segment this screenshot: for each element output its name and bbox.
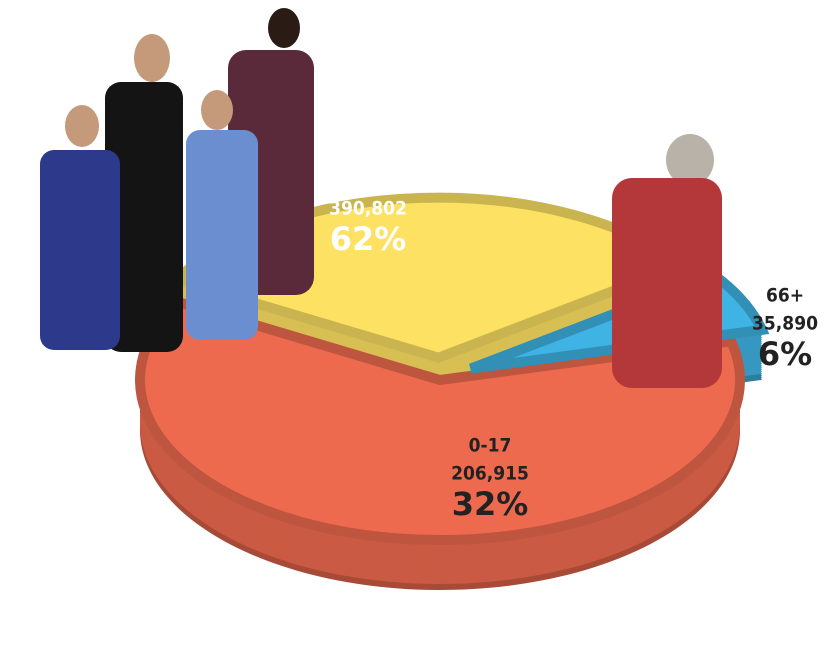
slice-percent: 62% — [330, 220, 407, 258]
slice-count: 206,915 — [451, 463, 529, 485]
figure-head — [134, 34, 170, 82]
figure-body — [612, 178, 722, 388]
slice-category: 66+ — [766, 285, 804, 307]
figures — [40, 8, 722, 388]
figure-head — [268, 8, 300, 48]
figure-body — [40, 150, 120, 350]
slice-count: 35,890 — [752, 313, 818, 335]
slice — [135, 296, 745, 545]
slice-percent: 6% — [758, 335, 812, 373]
slice-count: 390,802 — [329, 198, 407, 220]
slice-category: 18-65 — [341, 170, 396, 192]
slice-percent: 32% — [452, 485, 529, 523]
figure-head — [65, 105, 99, 147]
figure-body — [186, 130, 258, 340]
figure-head — [666, 134, 714, 186]
figure-head — [201, 90, 233, 130]
slice-category: 0-17 — [469, 435, 512, 457]
figure-body — [105, 82, 183, 352]
